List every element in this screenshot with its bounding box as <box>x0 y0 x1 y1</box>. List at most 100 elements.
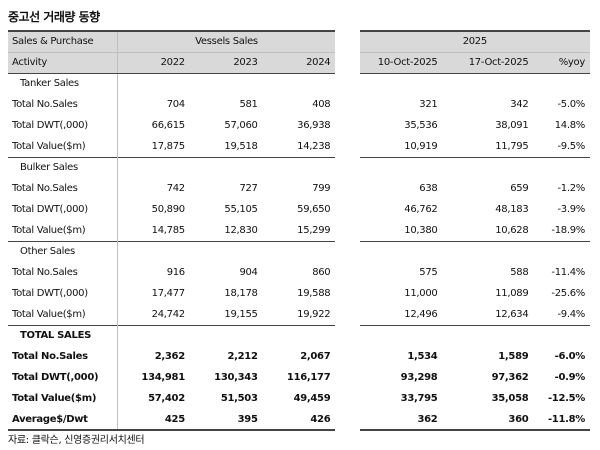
empty-cell <box>262 156 336 178</box>
gap-cell <box>335 346 359 367</box>
table-row: Total Value($m) 14,785 12,830 15,299 10,380 1… <box>8 220 590 241</box>
empty-cell <box>189 156 263 178</box>
section-title: Tanker Sales <box>8 73 118 94</box>
value-yoy: -25.6% <box>551 288 585 299</box>
empty-cell <box>533 156 590 178</box>
empty-cell <box>360 73 443 94</box>
empty-cell <box>262 324 336 346</box>
value-2022: 17,477 <box>151 288 186 299</box>
value-date-2: 11,089 <box>495 288 529 299</box>
value-date-1: 11,000 <box>404 288 438 299</box>
gap-cell <box>335 94 359 115</box>
table-row: Total Value($m) 17,875 19,518 14,238 10,919 1… <box>8 136 590 157</box>
section-title: Other Sales <box>8 240 118 262</box>
gap-cell <box>335 262 359 283</box>
value-yoy: -12.5% <box>547 393 585 404</box>
value-date-2: 1,589 <box>498 351 529 362</box>
value-date-2: 588 <box>510 267 529 278</box>
table-row: Total DWT(,000) 134,981 130,343 116,177 93,2… <box>8 367 590 388</box>
value-yoy: -5.0% <box>557 99 585 110</box>
value-2024: 116,177 <box>286 372 331 383</box>
value-2024: 36,938 <box>297 120 331 131</box>
empty-cell <box>117 240 190 262</box>
gap-cell <box>335 304 359 325</box>
section-header-row: Bulker Sales <box>8 156 590 178</box>
section-header-row: Other Sales <box>8 240 590 262</box>
value-2024: 2,067 <box>300 351 331 362</box>
gap-cell <box>335 157 359 178</box>
value-2024: 19,922 <box>297 308 331 320</box>
value-date-2: 10,628 <box>495 224 529 236</box>
value-2022: 742 <box>166 183 185 194</box>
value-2024: 14,238 <box>297 140 331 152</box>
header-year-2022: 2022 <box>117 52 190 74</box>
value-yoy: 14.8% <box>554 120 586 131</box>
value-date-1: 321 <box>419 99 438 110</box>
gap-cell <box>335 241 359 262</box>
value-date-2: 360 <box>442 409 534 431</box>
value-yoy: -0.9% <box>554 372 586 383</box>
table-row: Total No.Sales 704 581 408 321 342 -5.0% <box>8 94 590 115</box>
header-year-2023: 2023 <box>189 52 263 74</box>
value-2024: 426 <box>262 409 336 431</box>
row-label: Total No.Sales <box>8 262 118 283</box>
value-date-2: 48,183 <box>495 204 529 215</box>
value-2024: 59,650 <box>297 204 331 215</box>
value-date-2: 97,362 <box>491 372 529 383</box>
row-label: Total Value($m) <box>8 304 118 325</box>
value-2023: 904 <box>239 267 258 278</box>
section-title: Bulker Sales <box>8 156 118 178</box>
table-row: Total DWT(,000) 17,477 18,178 19,588 11,000 1… <box>8 283 590 304</box>
table-row: Total No.Sales 2,362 2,212 2,067 1,534 1,589 -… <box>8 346 590 367</box>
empty-cell <box>533 324 590 346</box>
empty-cell <box>359 240 443 262</box>
value-2023: 12,830 <box>224 224 258 236</box>
value-2023: 18,178 <box>224 288 258 299</box>
header-2025: 2025 <box>359 30 590 53</box>
value-2024: 15,299 <box>297 224 331 236</box>
table-row: Total DWT(,000) 50,890 55,105 59,650 46,762 4… <box>8 199 590 220</box>
gap-cell <box>335 325 359 346</box>
value-2022: 14,785 <box>151 224 186 236</box>
value-yoy: -1.2% <box>557 183 585 194</box>
empty-cell <box>442 73 533 94</box>
empty-cell <box>263 73 336 94</box>
value-2023: 19,155 <box>224 308 258 320</box>
value-2024: 799 <box>312 183 331 194</box>
row-label: Total No.Sales <box>8 94 118 115</box>
value-2023: 55,105 <box>224 204 258 215</box>
row-label: Total DWT(,000) <box>8 199 118 220</box>
value-date-2: 38,091 <box>495 120 529 131</box>
value-date-2: 11,795 <box>495 140 529 152</box>
table-row: Average$/Dwt 425 395 426 362 360 -11.8% <box>8 409 590 431</box>
value-yoy: -11.4% <box>551 267 585 278</box>
empty-cell <box>190 73 263 94</box>
gap-cell <box>335 73 359 94</box>
value-2023: 581 <box>239 99 258 110</box>
row-label: Total Value($m) <box>8 136 118 157</box>
gap-cell <box>335 283 359 304</box>
table-row: Total No.Sales 742 727 799 638 659 -1.2% <box>8 178 590 199</box>
value-date-1: 10,380 <box>404 224 438 236</box>
table-row: Total Value($m) 24,742 19,155 19,922 12,496 1… <box>8 304 590 325</box>
value-2023: 395 <box>189 409 263 431</box>
value-2023: 130,343 <box>214 372 258 383</box>
value-2022: 425 <box>117 409 190 431</box>
empty-cell <box>359 156 443 178</box>
value-2024: 408 <box>312 99 331 110</box>
header-sales-purchase: Sales & Purchase <box>8 30 118 53</box>
table-row: Total No.Sales 916 904 860 575 588 -11.4% <box>8 262 590 283</box>
gap-cell <box>335 388 359 409</box>
value-yoy: -6.0% <box>554 351 586 362</box>
header-yoy: %yoy <box>533 52 590 74</box>
value-2023: 51,503 <box>220 393 258 404</box>
value-date-1: 46,762 <box>404 204 438 215</box>
value-date-1: 35,536 <box>404 120 438 131</box>
value-date-1: 575 <box>419 267 438 278</box>
value-date-1: 33,795 <box>400 393 438 404</box>
section-title: TOTAL SALES <box>8 324 118 346</box>
section-header-row: Tanker Sales <box>8 73 590 94</box>
empty-cell <box>262 240 336 262</box>
row-label: Total DWT(,000) <box>8 283 118 304</box>
row-label: Total DWT(,000) <box>8 367 118 388</box>
